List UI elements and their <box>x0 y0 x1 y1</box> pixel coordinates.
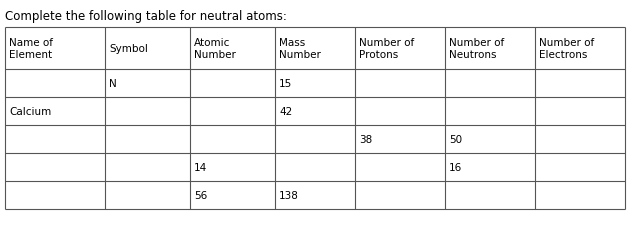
Text: N: N <box>109 79 117 89</box>
Text: Atomic
Number: Atomic Number <box>194 38 236 60</box>
Text: Number of
Electrons: Number of Electrons <box>539 38 594 60</box>
Text: Symbol: Symbol <box>109 44 148 54</box>
Text: Number of
Protons: Number of Protons <box>359 38 414 60</box>
Text: Name of
Element: Name of Element <box>9 38 53 60</box>
Text: 56: 56 <box>194 190 207 200</box>
Text: 14: 14 <box>194 162 207 172</box>
Text: Calcium: Calcium <box>9 106 51 116</box>
Text: Number of
Neutrons: Number of Neutrons <box>449 38 504 60</box>
Text: 138: 138 <box>279 190 299 200</box>
Text: Mass
Number: Mass Number <box>279 38 321 60</box>
Text: 38: 38 <box>359 134 373 144</box>
Text: 16: 16 <box>449 162 462 172</box>
Text: 15: 15 <box>279 79 292 89</box>
Text: 50: 50 <box>449 134 462 144</box>
Text: 42: 42 <box>279 106 292 116</box>
Text: Complete the following table for neutral atoms:: Complete the following table for neutral… <box>5 10 287 23</box>
